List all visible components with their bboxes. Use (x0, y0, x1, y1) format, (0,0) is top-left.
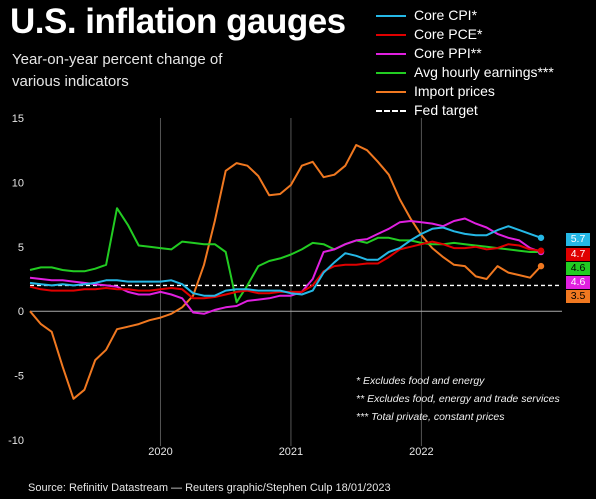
x-tick-label: 2020 (148, 446, 172, 458)
end-value-badge: 4.6 (566, 276, 590, 289)
end-value-badge: 3.5 (566, 290, 590, 303)
legend-label: Import prices (414, 83, 495, 99)
series-line (29, 144, 542, 400)
end-value-badge: 4.7 (566, 248, 590, 261)
legend-swatch (376, 52, 406, 55)
legend-item: Avg hourly earnings*** (376, 63, 554, 82)
end-value-badge: 5.7 (566, 233, 590, 246)
end-value-badge: 4.6 (566, 262, 590, 275)
legend-item: Core PCE* (376, 25, 554, 44)
legend-label: Core PPI** (414, 45, 482, 61)
legend-swatch (376, 14, 406, 17)
legend-label: Fed target (414, 102, 478, 118)
legend-label: Core PCE* (414, 26, 483, 42)
page-subtitle: Year-on-year percent change of various i… (12, 51, 223, 90)
series-line (29, 240, 542, 300)
y-tick-label: 0 (18, 306, 24, 318)
legend-label: Avg hourly earnings*** (414, 64, 554, 80)
series-end-dot (537, 234, 545, 241)
y-tick-label: 10 (12, 177, 24, 189)
series-end-dot (537, 262, 545, 270)
legend-label: Core CPI* (414, 7, 478, 23)
legend-item: Core CPI* (376, 6, 554, 25)
page-title: U.S. inflation gauges (10, 2, 346, 41)
footnotes: * Excludes food and energy ** Excludes f… (356, 372, 560, 426)
y-tick-label: 15 (12, 113, 24, 125)
y-tick-label: 5 (18, 242, 24, 254)
series-end-dot (537, 247, 545, 254)
legend-swatch (376, 33, 406, 36)
legend-swatch (376, 71, 406, 74)
footnote-earnings: *** Total private, constant prices (356, 411, 505, 423)
legend-swatch (376, 109, 406, 112)
series-line (29, 217, 542, 315)
legend: Core CPI* Core PCE* Core PPI** Avg hourly e… (376, 6, 554, 120)
footnote-ppi: ** Excludes food, energy and trade servi… (356, 393, 560, 405)
footnote-core: * Excludes food and energy (356, 375, 485, 387)
legend-item: Import prices (376, 82, 554, 101)
y-tick-label: -5 (14, 371, 24, 383)
legend-item: Core PPI** (376, 44, 554, 63)
x-tick-label: 2022 (409, 446, 433, 458)
legend-swatch (376, 90, 406, 93)
series-line (29, 207, 541, 304)
source-credit: Source: Refinitiv Datastream — Reuters g… (28, 482, 391, 494)
x-tick-label: 2021 (279, 446, 303, 458)
y-tick-label: -10 (8, 435, 24, 447)
series-line (29, 225, 542, 297)
legend-item: Fed target (376, 101, 554, 120)
